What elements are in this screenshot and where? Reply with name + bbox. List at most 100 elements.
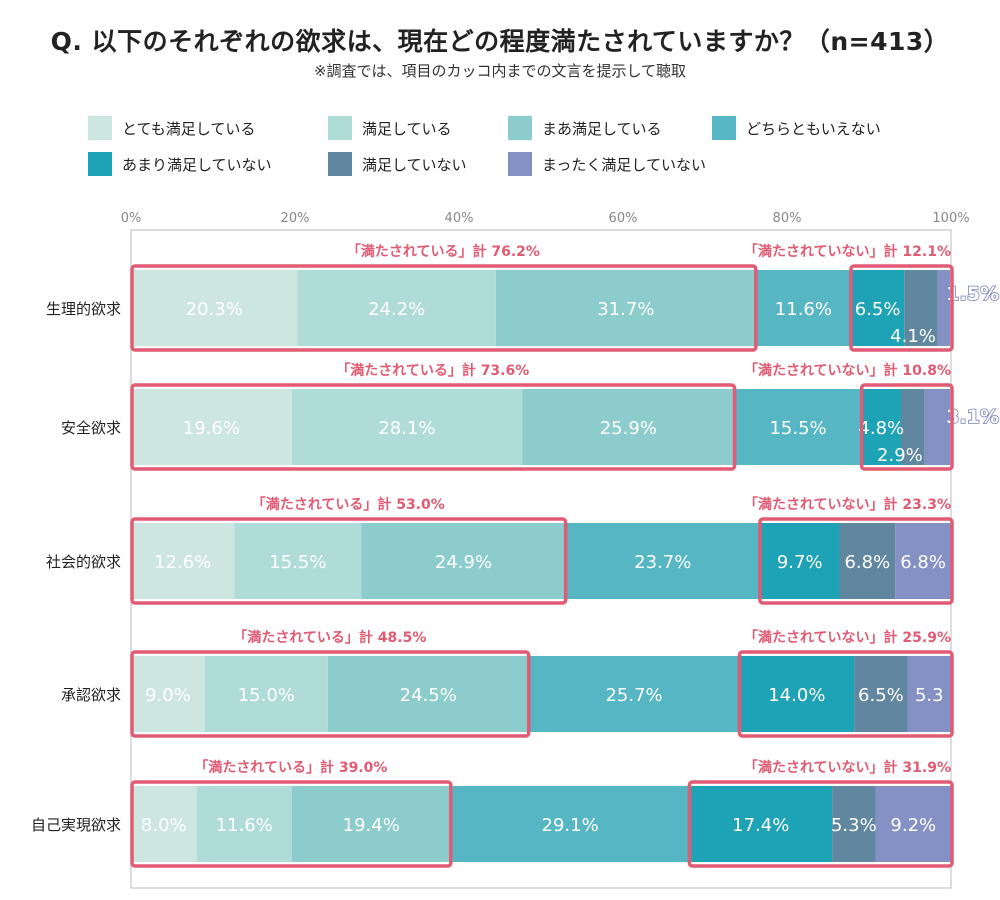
data-label: 11.6% <box>216 815 273 836</box>
legend-label: とても満足している <box>122 120 255 138</box>
bar-segment <box>297 270 496 346</box>
legend-swatch <box>328 116 352 140</box>
data-label: 28.1% <box>378 418 435 439</box>
satisfied-highlight-box <box>130 650 531 738</box>
legend-swatch <box>88 152 112 176</box>
bar-segment <box>234 523 362 599</box>
data-label: 9.0% <box>145 685 191 706</box>
bar-segment <box>131 270 298 346</box>
data-label: 8.0% <box>141 815 187 836</box>
data-label: 24.5% <box>400 685 457 706</box>
unsatisfied-highlight-box <box>737 650 954 738</box>
bar-segment <box>759 523 840 599</box>
satisfied-total-label: 「満たされている」計 73.6% <box>336 362 529 379</box>
bar-segment <box>565 523 760 599</box>
satisfied-total-label: 「満たされている」計 48.5% <box>233 629 426 646</box>
data-label: 5.3 <box>915 685 944 706</box>
bar-segment <box>907 656 951 732</box>
x-tick-label: 0% <box>121 211 142 226</box>
x-tick-label: 20% <box>281 211 310 226</box>
unsatisfied-highlight-box <box>687 780 954 868</box>
legend-swatch <box>508 116 532 140</box>
satisfied-total-label: 「満たされている」計 39.0% <box>194 759 387 776</box>
bar-segment <box>291 786 451 862</box>
bar-segment <box>131 523 235 599</box>
data-label: 6.8% <box>900 552 946 573</box>
bar-segment <box>522 389 735 465</box>
bar-segment <box>832 786 876 862</box>
bar-segment <box>875 786 951 862</box>
x-tick-label: 60% <box>609 211 638 226</box>
data-label: 24.9% <box>435 552 492 573</box>
legend-swatch <box>328 152 352 176</box>
data-label: 25.7% <box>605 685 662 706</box>
unsatisfied-total-label: 「満たされていない」計 25.9% <box>744 629 951 646</box>
bar-segment <box>528 656 740 732</box>
bar-segment <box>291 389 523 465</box>
bar-segment <box>196 786 292 862</box>
bar-segment <box>450 786 690 862</box>
category-label: 社会的欲求 <box>46 553 121 571</box>
unsatisfied-highlight-box <box>758 517 954 605</box>
bar-segment <box>861 389 901 465</box>
data-label: 19.4% <box>343 815 400 836</box>
legend-label: どちらともいえない <box>746 120 881 138</box>
bar-segment <box>689 786 833 862</box>
data-label: 25.9% <box>600 418 657 439</box>
bar-segment <box>495 270 756 346</box>
data-label: 24.2% <box>368 299 425 320</box>
legend-label: 満足している <box>362 120 452 138</box>
data-label: 9.2% <box>890 815 936 836</box>
bar-segment <box>131 656 205 732</box>
bar-segment <box>361 523 566 599</box>
satisfied-highlight-box <box>130 264 758 352</box>
category-label: 安全欲求 <box>61 419 121 437</box>
unsatisfied-total-label: 「満たされていない」計 23.3% <box>744 496 951 513</box>
bar-segment <box>839 523 896 599</box>
legend-swatch <box>88 116 112 140</box>
data-label: 11.6% <box>775 299 832 320</box>
satisfied-highlight-box <box>130 383 737 471</box>
data-label: 4.1% <box>890 326 936 347</box>
data-label: 20.3% <box>186 299 243 320</box>
chart-subtitle: ※調査では、項目のカッコ内までの文言を提示して聴取 <box>313 62 687 80</box>
satisfied-total-label: 「満たされている」計 76.2% <box>347 243 540 260</box>
data-label: 29.1% <box>542 815 599 836</box>
legend-label: あまり満足していない <box>122 156 272 174</box>
legend-label: 満足していない <box>362 156 467 174</box>
data-label: 17.4% <box>732 815 789 836</box>
data-label: 19.6% <box>183 418 240 439</box>
unsatisfied-highlight-box <box>859 383 954 471</box>
x-tick-label: 40% <box>445 211 474 226</box>
data-label: 1.5% <box>946 283 999 305</box>
bar-segment <box>755 270 851 346</box>
unsatisfied-total-label: 「満たされていない」計 31.9% <box>744 759 951 776</box>
legend-swatch <box>508 152 532 176</box>
data-label: 23.7% <box>634 552 691 573</box>
category-label: 承認欲求 <box>61 686 121 704</box>
satisfied-total-label: 「満たされている」計 53.0% <box>252 496 445 513</box>
data-label: 5.3% <box>831 815 877 836</box>
bar-segment <box>739 656 855 732</box>
legend-label: まったく満足していない <box>542 156 706 174</box>
category-label: 生理的欲求 <box>46 300 121 318</box>
legend-swatch <box>712 116 736 140</box>
data-label: 15.5% <box>269 552 326 573</box>
chart-title: Q. 以下のそれぞれの欲求は、現在どの程度満たされていますか？（n=413） <box>50 27 950 56</box>
unsatisfied-highlight-box <box>849 264 954 352</box>
data-label: 15.0% <box>238 685 295 706</box>
data-label: 4.8% <box>858 418 904 439</box>
bar-segment <box>854 656 908 732</box>
bar-segment <box>131 389 292 465</box>
bar-segment <box>895 523 951 599</box>
bar-segment <box>904 270 938 346</box>
bar-segment <box>900 389 925 465</box>
satisfied-highlight-box <box>130 517 568 605</box>
bar-segment <box>204 656 328 732</box>
data-label: 14.0% <box>768 685 825 706</box>
category-label: 自己実現欲求 <box>31 816 121 834</box>
data-label: 6.5% <box>858 685 904 706</box>
bar-segment <box>327 656 529 732</box>
bar-segment <box>924 389 951 465</box>
legend-label: まあ満足している <box>542 120 662 138</box>
